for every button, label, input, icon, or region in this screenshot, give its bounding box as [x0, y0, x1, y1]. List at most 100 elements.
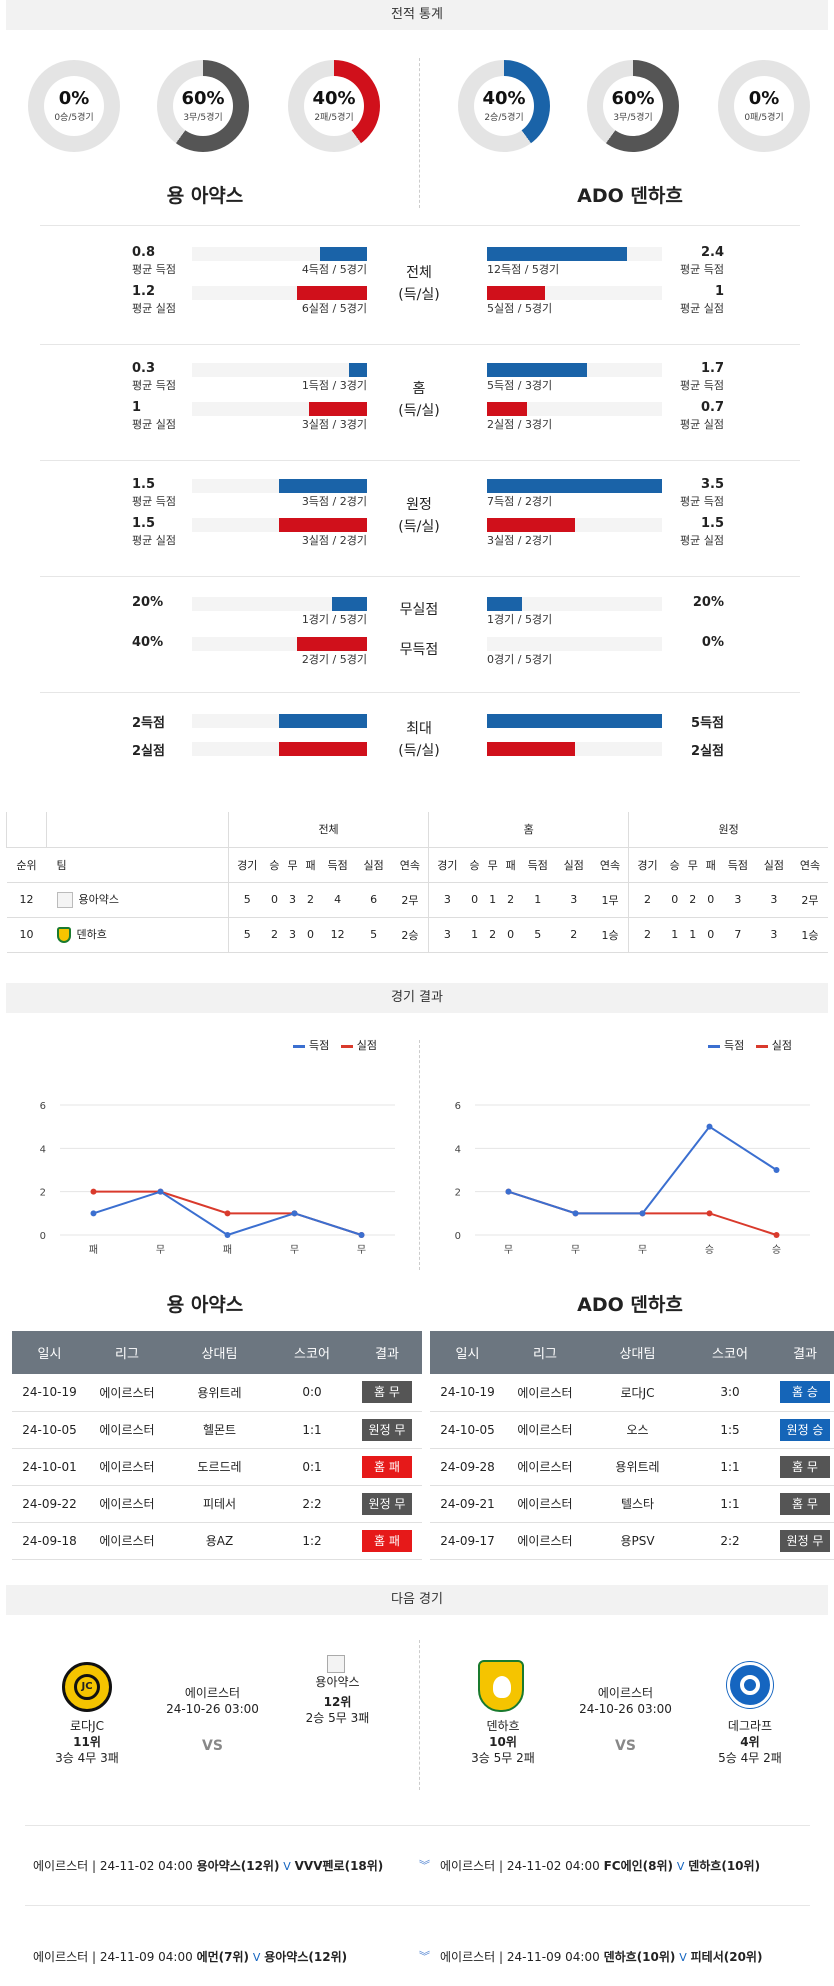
result-row[interactable]: 24-09-28 에이르스터 용위트레 1:1 홈 무: [430, 1448, 834, 1486]
result-row[interactable]: 24-09-22 에이르스터 피테서 2:2 원정 무: [12, 1485, 422, 1523]
result-badge: 원정 무: [780, 1529, 830, 1552]
den-haag-logo[interactable]: [478, 1660, 524, 1712]
result-league: 에이르스터: [505, 1411, 585, 1449]
upcoming-team2: 덴하흐(10위): [688, 1859, 761, 1873]
upcoming-right-2[interactable]: 에이르스터 | 24-11-09 04:00 덴하흐(10위) V 피테서(20…: [440, 1948, 762, 1965]
results-col-header: 결과: [352, 1331, 422, 1374]
x-tick-label: 패: [223, 1244, 232, 1256]
upcoming-league-time: 에이르스터 | 24-11-02 04:00: [440, 1859, 600, 1873]
result-date: 24-10-19: [12, 1374, 87, 1412]
home-team-name-results: 용 아약스: [166, 1294, 244, 1316]
bar-track: [192, 597, 367, 611]
standings-team[interactable]: 용아약스: [46, 882, 229, 918]
divider: [419, 58, 420, 208]
upcoming-team1: 덴하흐(10위): [603, 1950, 676, 1964]
x-tick-label: 패: [89, 1244, 98, 1256]
result-row[interactable]: 24-09-17 에이르스터 용PSV 2:2 원정 무: [430, 1522, 834, 1560]
standings-cell: 2승: [391, 917, 429, 953]
standings-row[interactable]: 10 덴하흐 5 2 3 0 12 5 2승 3 1 2 0 5 2 1승 2 1 1 0 7 3 1승: [6, 917, 828, 953]
result-outcome: 홈 패: [352, 1448, 422, 1486]
upcoming-league-time: 에이르스터 | 24-11-09 04:00: [33, 1950, 193, 1964]
standings-cell: 0: [665, 882, 684, 918]
chart-legend-home: 득점 실점: [285, 1037, 377, 1053]
result-row[interactable]: 24-09-21 에이르스터 텔스타 1:1 홈 무: [430, 1485, 834, 1523]
result-badge: 홈 승: [780, 1381, 830, 1404]
result-opponent: 용위트레: [585, 1448, 690, 1486]
result-row[interactable]: 24-10-05 에이르스터 오스 1:5 원정 승: [430, 1411, 834, 1449]
standings-cell: 2: [301, 882, 320, 918]
upcoming-team2: 피테서(20위): [690, 1950, 763, 1964]
donut-percent: 60%: [611, 88, 655, 109]
standings-cell: 1: [519, 882, 556, 918]
next-right-vs: VS: [615, 1738, 636, 1754]
standings-cell: 3: [283, 917, 302, 953]
next-right-away-name: 데그라프: [727, 1719, 773, 1733]
chevron-down-icon[interactable]: ︾: [419, 1950, 430, 1963]
bar-left: [309, 402, 367, 416]
standings-team-name: 덴하흐: [76, 928, 107, 941]
data-point: [90, 1210, 97, 1217]
result-score: 0:1: [272, 1448, 352, 1486]
result-outcome: 홈 무: [352, 1374, 422, 1412]
bar-left-caption: 4득점 / 5경기: [301, 263, 367, 276]
donut-center: 40% 2패/5경기: [304, 76, 364, 136]
standings-col-header: 승: [265, 847, 284, 883]
next-right-away[interactable]: 데그라프 4위 5승 4무 2패: [705, 1718, 795, 1766]
next-right-home[interactable]: 덴하흐 10위 3승 5무 2패: [458, 1718, 548, 1766]
bar-right-caption: 5득점 / 3경기: [487, 379, 553, 392]
next-left-home-rank: 11위: [73, 1735, 101, 1749]
result-row[interactable]: 24-10-19 에이르스터 로다JC 3:0 홈 승: [430, 1374, 834, 1412]
result-badge: 홈 패: [362, 1529, 412, 1552]
stat-left-value: 20%: [132, 595, 164, 610]
bar-left: [279, 714, 367, 728]
result-row[interactable]: 24-10-05 에이르스터 헬몬트 1:1 원정 무: [12, 1411, 422, 1449]
standings-cell: 3: [755, 882, 792, 918]
divider: [25, 1905, 810, 1906]
result-opponent: 오스: [585, 1411, 690, 1449]
upcoming-left-2[interactable]: 에이르스터 | 24-11-09 04:00 에먼(7위) V 용아약스(12위…: [33, 1948, 347, 1965]
stat-left-label: 평균 실점: [132, 302, 176, 315]
broken-image-icon: [327, 1655, 345, 1673]
result-outcome: 홈 무: [770, 1485, 834, 1523]
divider: [40, 225, 800, 226]
x-tick-label: 승: [705, 1244, 714, 1256]
stat-group-label: 전체 (득/실): [369, 262, 469, 306]
de-graafschap-logo[interactable]: [727, 1662, 773, 1708]
away-team-name-results: ADO 덴하흐: [577, 1294, 683, 1316]
result-date: 24-09-21: [430, 1485, 505, 1523]
versus-mark: V: [679, 1951, 687, 1964]
donut-caption: 0패/5경기: [744, 113, 784, 123]
result-row[interactable]: 24-10-01 에이르스터 도르드레 0:1 홈 패: [12, 1448, 422, 1486]
y-tick-label: 4: [455, 1144, 461, 1155]
x-tick-label: 무: [638, 1245, 647, 1256]
donut-center: 60% 3무/5경기: [173, 76, 233, 136]
stat-left-label: 평균 득점: [132, 495, 176, 508]
standings-row[interactable]: 12 용아약스 5 0 3 2 4 6 2무 3 0 1 2 1 3 1무 2 0 2 0 3 3 2무: [6, 882, 828, 918]
legend-swatch-conceded: [340, 1044, 353, 1048]
divider: [40, 576, 800, 577]
stat-right-value: 1: [714, 284, 724, 299]
standings-team-header: 팀: [46, 847, 229, 883]
result-row[interactable]: 24-09-18 에이르스터 용AZ 1:2 홈 패: [12, 1522, 422, 1560]
result-opponent: 용위트레: [167, 1374, 272, 1412]
standings-col-header: 득점: [719, 847, 756, 883]
versus-mark: V: [283, 1860, 291, 1873]
result-league: 에이르스터: [505, 1448, 585, 1486]
upcoming-right-1[interactable]: 에이르스터 | 24-11-02 04:00 FC에인(8위) V 덴하흐(10…: [440, 1857, 760, 1874]
roda-jc-logo[interactable]: JC: [62, 1662, 112, 1712]
standings-cell: 2무: [791, 882, 828, 918]
next-right-home-rank: 10위: [489, 1735, 517, 1749]
next-left-away[interactable]: 용아약스 12위 2승 5무 3패: [290, 1674, 385, 1726]
result-row[interactable]: 24-10-19 에이르스터 용위트레 0:0 홈 무: [12, 1374, 422, 1412]
stork-icon: [493, 1676, 511, 1698]
standings-team[interactable]: 덴하흐: [46, 917, 229, 953]
result-league: 에이르스터: [87, 1374, 167, 1412]
upcoming-left-1[interactable]: 에이르스터 | 24-11-02 04:00 용아약스(12위) V VVV펜로…: [33, 1857, 383, 1874]
donut-percent: 40%: [482, 88, 526, 109]
next-left-home[interactable]: 로다JC 11위 3승 4무 3패: [42, 1718, 132, 1766]
result-outcome: 홈 승: [770, 1374, 834, 1412]
result-outcome: 원정 무: [770, 1522, 834, 1560]
chevron-down-icon[interactable]: ︾: [419, 1859, 430, 1872]
result-date: 24-09-28: [430, 1448, 505, 1486]
data-point: [291, 1210, 298, 1217]
